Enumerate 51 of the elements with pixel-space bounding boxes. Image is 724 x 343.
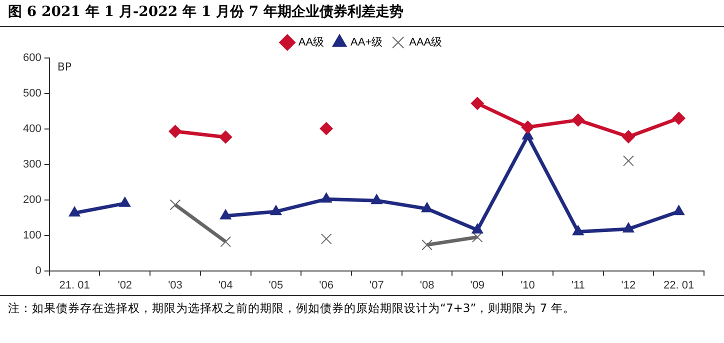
point: [521, 120, 534, 134]
point: [270, 205, 282, 216]
x-tick-label: '08: [420, 279, 434, 292]
legend-label: AA级: [298, 36, 324, 49]
point: [170, 199, 181, 210]
y-tick-label: 0: [35, 264, 42, 277]
point: [572, 225, 584, 236]
point: [422, 239, 432, 250]
point: [672, 112, 686, 125]
x-tick-label: '11: [571, 279, 585, 292]
y-tick-label: 100: [22, 229, 42, 242]
point: [168, 124, 182, 138]
point: [472, 232, 483, 243]
point: [370, 194, 382, 204]
y-tick-label: 300: [22, 158, 42, 170]
x-tick-label: '10: [520, 279, 535, 292]
x-tick-label: '07: [370, 279, 384, 292]
point: [119, 196, 131, 207]
y-tick-label: 400: [22, 122, 42, 135]
x-tick-label: '03: [168, 279, 182, 292]
x-tick-label: '05: [268, 279, 284, 292]
chart-title: 图 6 2021 年 1 月-2022 年 1 月份 7 年期企业债券利差走势: [0, 0, 724, 27]
y-tick-label: 200: [22, 194, 42, 206]
point: [68, 206, 80, 216]
point: [572, 114, 585, 127]
point: [673, 205, 685, 216]
x-tick-label: '06: [319, 279, 334, 292]
point: [320, 122, 333, 136]
y-axis-title: BP: [57, 60, 72, 74]
x-tick-label: '12: [621, 279, 636, 292]
point: [472, 224, 484, 234]
y-tick-label: 500: [22, 88, 42, 100]
point: [320, 192, 332, 203]
point: [470, 96, 484, 110]
x-tick-label: '04: [218, 279, 233, 292]
x-tick-label: '09: [470, 279, 485, 292]
point: [421, 202, 433, 212]
text: 注：如果债券存在选择权，期限为选择权之前的期限，例如债券的原始期限设计为“7+3”，则期限为 7 年。: [8, 300, 576, 316]
point: [320, 233, 332, 244]
y-tick-label: 600: [22, 52, 42, 64]
legend-label: AA+级: [350, 36, 383, 49]
point: [219, 130, 232, 144]
x-tick-label: '02: [118, 279, 132, 292]
x-tick-label: 22. 01: [664, 279, 694, 292]
x-tick-label: 21. 01: [59, 279, 90, 292]
point: [220, 209, 232, 220]
legend-label: AAA级: [409, 36, 442, 49]
point: [220, 236, 232, 248]
point: [622, 130, 635, 144]
point: [623, 155, 634, 166]
point: [622, 222, 634, 232]
